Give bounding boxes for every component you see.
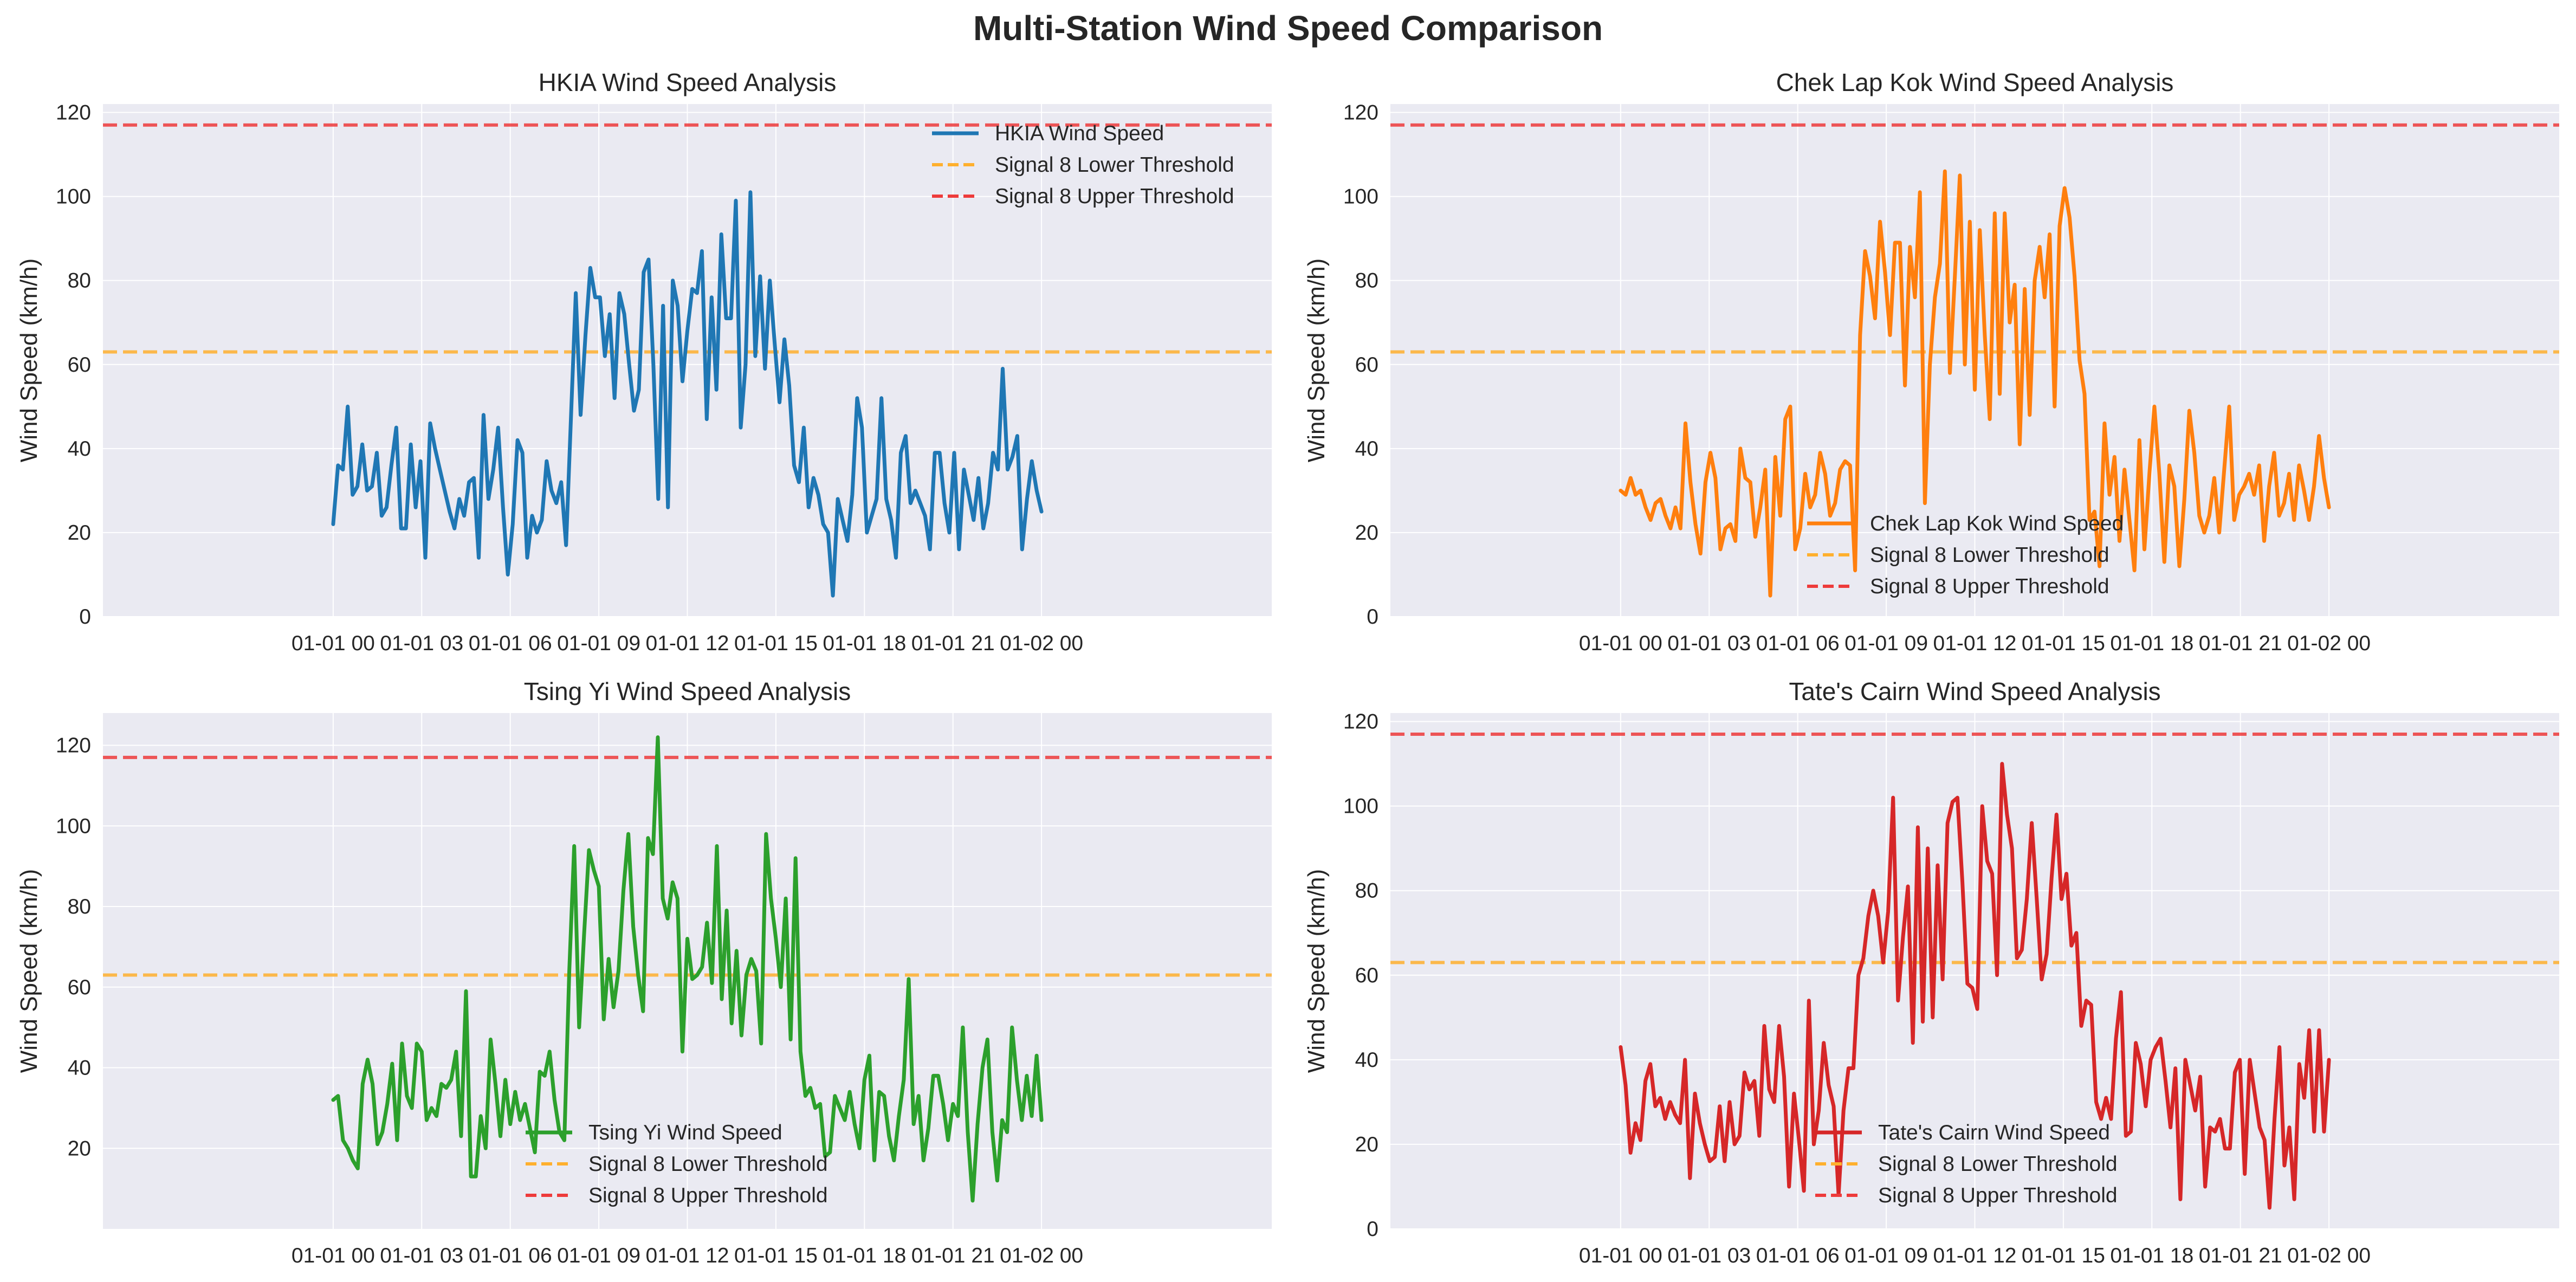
x-tick-label: 01-01 03 (1667, 1244, 1751, 1267)
y-tick-label: 20 (68, 521, 91, 545)
legend: Chek Lap Kok Wind Speed Signal 8 Lower Th… (1807, 512, 2124, 598)
subplot-1: HKIA Wind Speed Analysis 0 20 40 60 80 100 120 0… (16, 68, 1272, 655)
x-tick-label: 01-01 18 (823, 1244, 906, 1267)
series-line (331, 190, 1044, 598)
x-tick-label: 01-01 06 (469, 632, 552, 655)
subplot-title: Tsing Yi Wind Speed Analysis (524, 677, 851, 705)
y-tick-label: 60 (1355, 964, 1378, 987)
x-tick-label: 01-01 00 (1579, 632, 1662, 655)
subplot-title: Tate's Cairn Wind Speed Analysis (1789, 677, 2160, 705)
x-tick-label: 01-02 00 (2287, 632, 2371, 655)
y-tick-label: 20 (1355, 1133, 1378, 1156)
x-tick-label: 01-01 06 (469, 1244, 552, 1267)
y-tick-label: 40 (68, 1057, 91, 1080)
subplot-3: Tsing Yi Wind Speed Analysis 20 40 60 80 100 1… (16, 677, 1272, 1267)
x-tick-label: 01-01 00 (292, 1244, 375, 1267)
y-tick-label: 60 (68, 353, 91, 377)
y-tick-label: 40 (1355, 437, 1378, 461)
y-tick-label: 40 (68, 437, 91, 461)
x-tick-label: 01-02 00 (2287, 1244, 2371, 1267)
legend: HKIA Wind Speed Signal 8 Lower Threshold S… (932, 122, 1234, 208)
x-tick-label: 01-01 09 (1844, 632, 1928, 655)
y-tick-label: 60 (68, 976, 91, 999)
y-axis-label: Wind Speed (km/h) (16, 258, 42, 463)
x-tick-label: 01-01 00 (292, 632, 375, 655)
x-tick-label: 01-01 21 (2199, 632, 2282, 655)
y-tick-label: 60 (1355, 353, 1378, 377)
y-tick-label: 120 (56, 101, 91, 125)
x-tick-label: 01-01 15 (2022, 632, 2105, 655)
x-tick-label: 01-01 15 (734, 632, 818, 655)
x-tick-label: 01-01 12 (1933, 1244, 2017, 1267)
y-tick-label: 80 (1355, 269, 1378, 293)
subplot-4: Tate's Cairn Wind Speed Analysis 0 20 40 60 8… (1303, 677, 2559, 1267)
y-tick-label: 100 (1343, 185, 1378, 209)
figure-title: Multi-Station Wind Speed Comparison (973, 9, 1603, 48)
x-tick-label: 01-01 12 (646, 632, 729, 655)
x-tick-label: 01-01 18 (823, 632, 906, 655)
legend-entry-series: Tsing Yi Wind Speed (588, 1121, 782, 1144)
y-tick-label: 80 (1355, 879, 1378, 903)
legend-entry-lower-threshold: Signal 8 Lower Threshold (1878, 1152, 2118, 1176)
x-tick-label: 01-01 21 (911, 1244, 995, 1267)
x-tick-label: 01-01 21 (2199, 1244, 2282, 1267)
x-tick-label: 01-01 09 (557, 1244, 640, 1267)
series-line (1619, 762, 2331, 1210)
x-tick-label: 01-01 15 (2022, 1244, 2105, 1267)
x-tick-label: 01-01 09 (1844, 1244, 1928, 1267)
subplot-title: HKIA Wind Speed Analysis (539, 68, 837, 96)
y-tick-label: 0 (79, 605, 91, 629)
series-line (1619, 169, 2331, 598)
subplot-title: Chek Lap Kok Wind Speed Analysis (1776, 68, 2174, 96)
x-tick-label: 01-01 06 (1756, 1244, 1840, 1267)
legend-entry-lower-threshold: Signal 8 Lower Threshold (995, 153, 1234, 177)
legend-entry-upper-threshold: Signal 8 Upper Threshold (1878, 1184, 2118, 1207)
x-tick-label: 01-01 09 (557, 632, 640, 655)
x-tick-label: 01-01 18 (2110, 1244, 2193, 1267)
x-tick-label: 01-01 06 (1756, 632, 1840, 655)
x-tick-label: 01-01 03 (380, 1244, 463, 1267)
legend-entry-upper-threshold: Signal 8 Upper Threshold (1870, 575, 2109, 598)
x-tick-label: 01-02 00 (1000, 632, 1083, 655)
x-tick-label: 01-01 00 (1579, 1244, 1662, 1267)
legend-entry-lower-threshold: Signal 8 Lower Threshold (588, 1152, 828, 1176)
x-tick-label: 01-01 18 (2110, 632, 2193, 655)
x-tick-label: 01-01 12 (1933, 632, 2017, 655)
y-axis-label: Wind Speed (km/h) (16, 869, 42, 1073)
y-tick-label: 20 (1355, 521, 1378, 545)
y-tick-label: 100 (56, 185, 91, 209)
x-tick-label: 01-02 00 (1000, 1244, 1083, 1267)
y-tick-label: 0 (1367, 1218, 1378, 1241)
y-tick-label: 100 (56, 814, 91, 838)
legend-entry-upper-threshold: Signal 8 Upper Threshold (588, 1184, 828, 1207)
series-line (331, 735, 1044, 1203)
y-tick-label: 0 (1367, 605, 1378, 629)
x-tick-label: 01-01 03 (1667, 632, 1751, 655)
x-tick-label: 01-01 12 (646, 1244, 729, 1267)
y-tick-label: 20 (68, 1137, 91, 1160)
legend-entry-series: HKIA Wind Speed (995, 122, 1164, 145)
subplot-2: Chek Lap Kok Wind Speed Analysis 0 20 40 60 8… (1303, 68, 2559, 655)
y-axis-label: Wind Speed (km/h) (1303, 258, 1330, 463)
y-tick-label: 120 (56, 734, 91, 757)
x-tick-label: 01-01 03 (380, 632, 463, 655)
legend-entry-lower-threshold: Signal 8 Lower Threshold (1870, 543, 2109, 567)
legend-entry-series: Chek Lap Kok Wind Speed (1870, 512, 2124, 535)
y-axis-label: Wind Speed (km/h) (1303, 869, 1330, 1073)
x-tick-label: 01-01 21 (911, 632, 995, 655)
y-tick-label: 120 (1343, 101, 1378, 125)
y-tick-label: 40 (1355, 1048, 1378, 1072)
x-tick-label: 01-01 15 (734, 1244, 818, 1267)
legend: Tsing Yi Wind Speed Signal 8 Lower Thresh… (526, 1121, 828, 1207)
legend-entry-series: Tate's Cairn Wind Speed (1878, 1121, 2110, 1144)
y-tick-label: 80 (68, 895, 91, 918)
y-tick-label: 80 (68, 269, 91, 293)
legend: Tate's Cairn Wind Speed Signal 8 Lower Th… (1815, 1121, 2118, 1207)
y-tick-label: 100 (1343, 795, 1378, 818)
legend-entry-upper-threshold: Signal 8 Upper Threshold (995, 185, 1234, 208)
y-tick-label: 120 (1343, 710, 1378, 734)
